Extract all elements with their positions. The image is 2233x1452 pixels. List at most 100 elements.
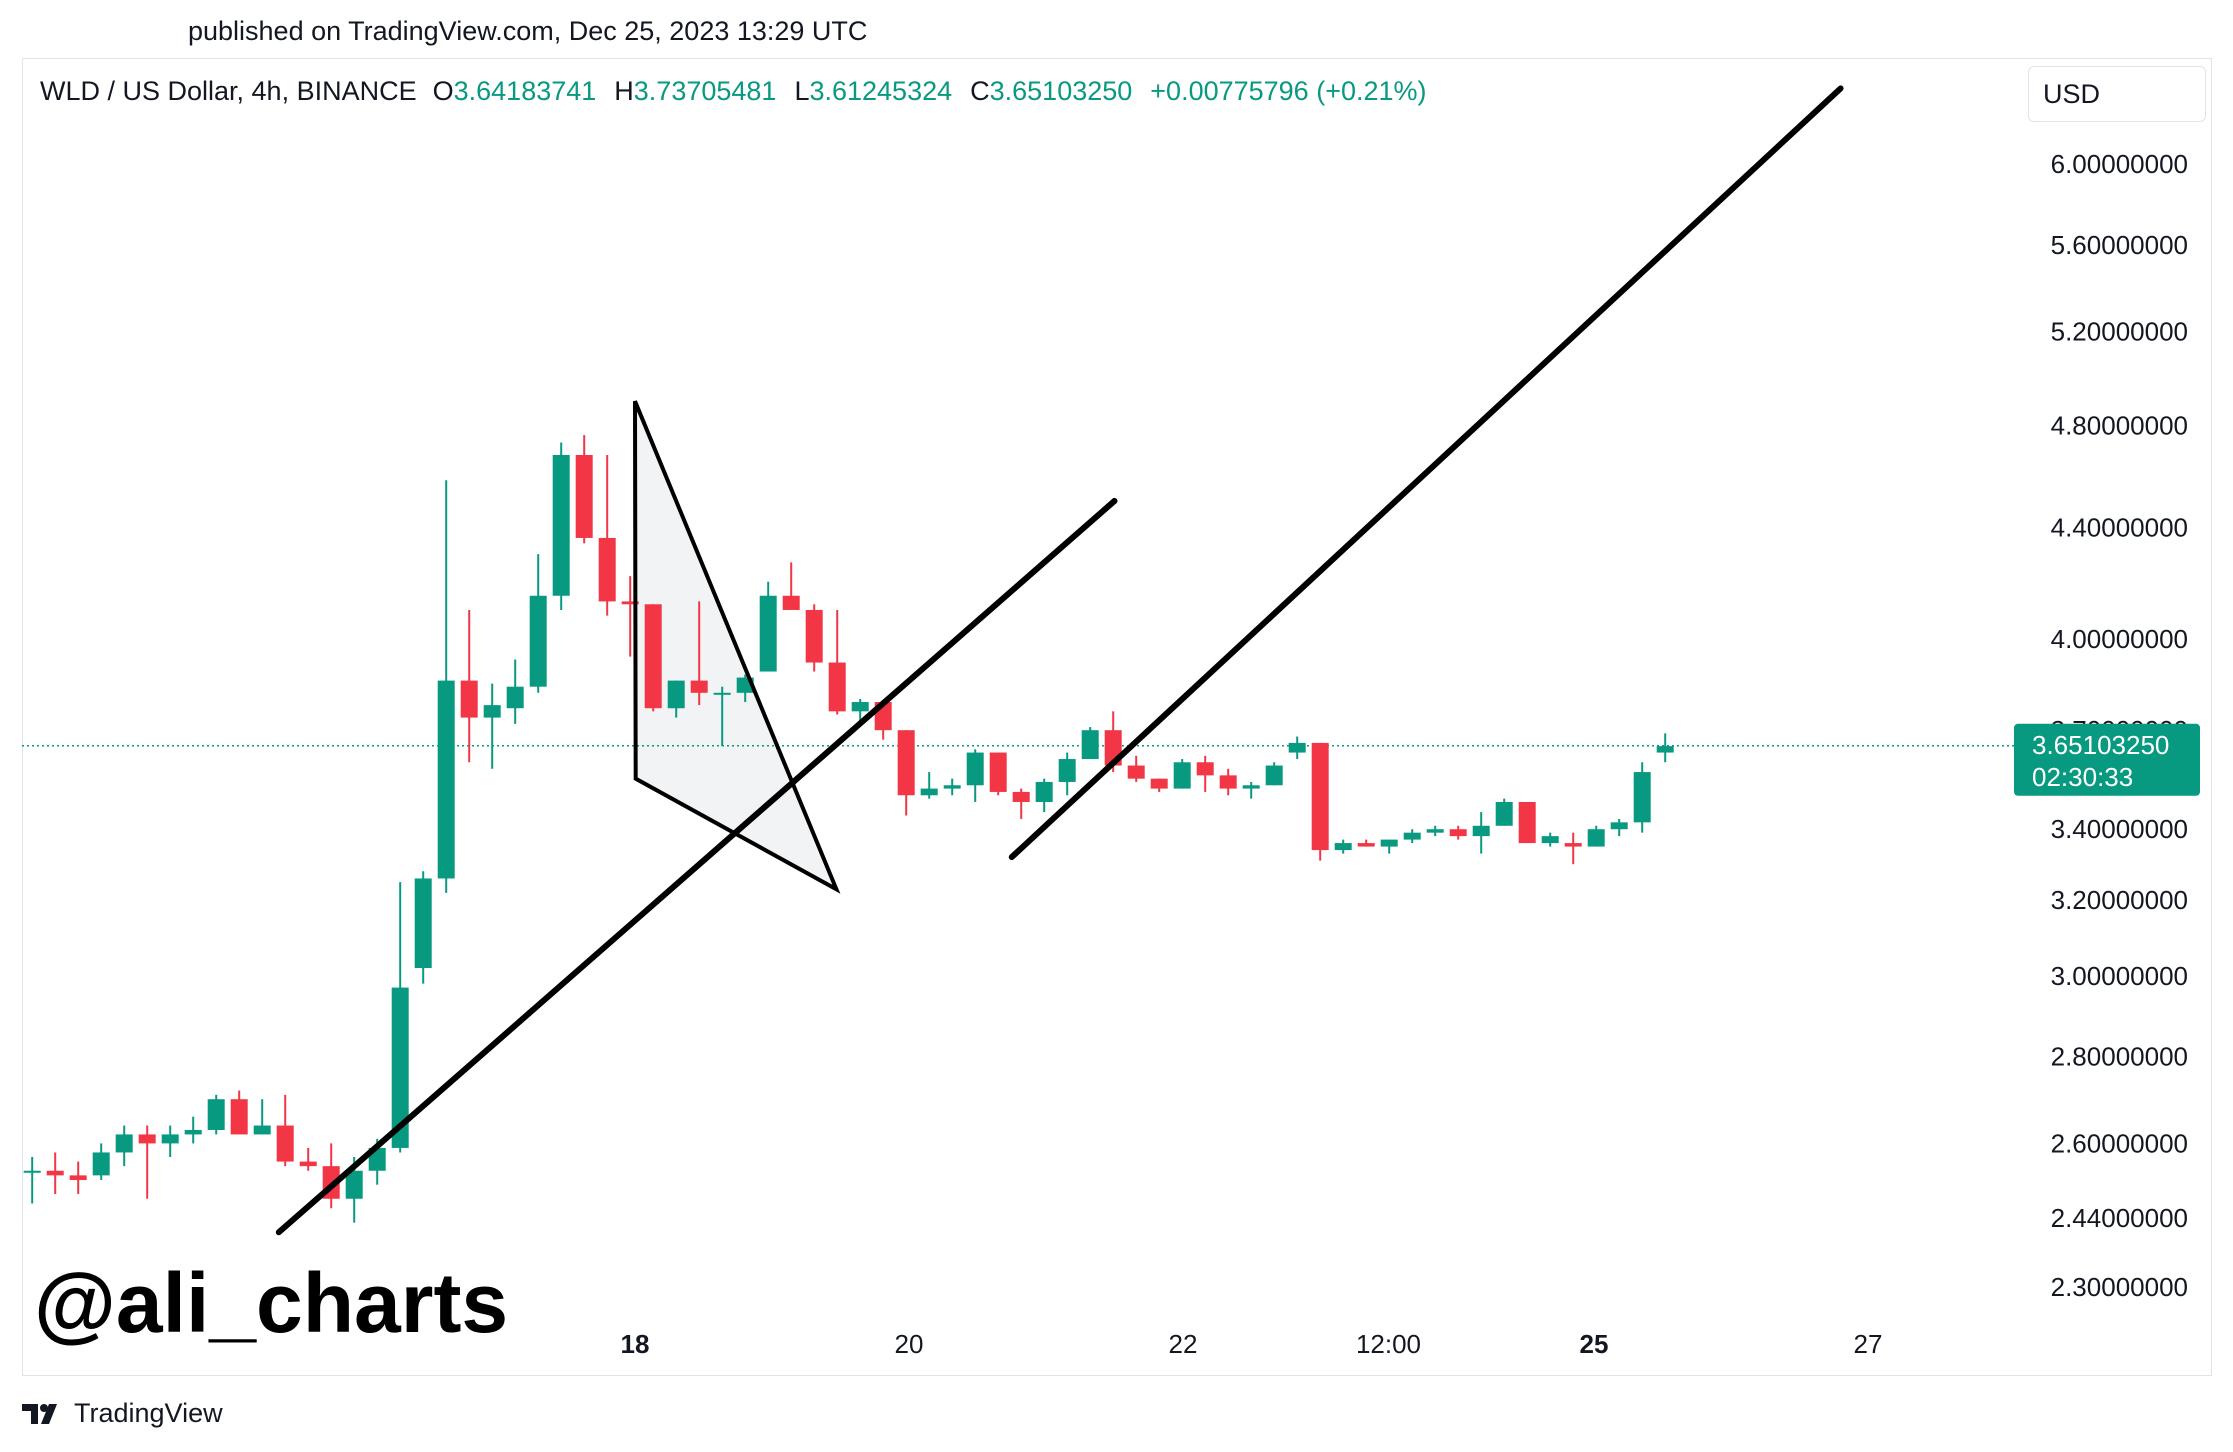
candle-body bbox=[1127, 765, 1145, 779]
tradingview-logo-icon bbox=[22, 1403, 57, 1424]
trend-line bbox=[1008, 85, 1844, 861]
y-tick-label: 3.40000000 bbox=[2051, 814, 2188, 844]
candle bbox=[1449, 825, 1467, 840]
candle bbox=[1495, 798, 1513, 826]
candle-body bbox=[1541, 836, 1559, 844]
candle bbox=[414, 871, 432, 984]
candle bbox=[690, 601, 708, 706]
candle-body bbox=[1564, 843, 1582, 847]
candle-body bbox=[1150, 778, 1168, 789]
low-label: L bbox=[794, 76, 810, 106]
y-tick-label: 4.00000000 bbox=[2051, 624, 2188, 654]
candle bbox=[989, 752, 1007, 796]
candle-body bbox=[506, 686, 524, 709]
candle bbox=[437, 480, 455, 893]
candle bbox=[1127, 755, 1145, 782]
candle bbox=[782, 562, 800, 610]
candle-body bbox=[529, 595, 547, 687]
candle-body bbox=[437, 680, 455, 879]
x-tick-label: 22 bbox=[1169, 1329, 1198, 1359]
candle bbox=[552, 442, 570, 610]
price-axis[interactable]: 6.00000000 5.60000000 5.20000000 4.80000000… bbox=[2051, 149, 2188, 1302]
high-value: 3.73705481 bbox=[633, 76, 777, 106]
change-value: +0.00775796 (+0.21%) bbox=[1150, 76, 1427, 106]
candle bbox=[644, 604, 662, 712]
candle-body bbox=[1587, 829, 1605, 847]
candle-body bbox=[391, 987, 409, 1148]
candle-body bbox=[1219, 775, 1237, 789]
close-label: C bbox=[970, 76, 990, 106]
candle-body bbox=[1518, 801, 1536, 844]
candle bbox=[1012, 788, 1030, 819]
close-value: 3.65103250 bbox=[989, 76, 1133, 106]
x-tick-label: 18 bbox=[621, 1329, 650, 1359]
candle bbox=[1587, 825, 1605, 847]
y-tick-label: 4.40000000 bbox=[2051, 512, 2188, 542]
candle bbox=[1288, 736, 1306, 760]
candle bbox=[506, 659, 524, 724]
candle-body bbox=[851, 702, 869, 712]
tradingview-brand[interactable]: TradingView bbox=[22, 1398, 223, 1429]
candle-body bbox=[552, 454, 570, 596]
candle-body bbox=[575, 454, 593, 538]
open-value: 3.64183741 bbox=[453, 76, 597, 106]
candle-body bbox=[1633, 772, 1651, 823]
candle-body bbox=[1265, 765, 1283, 786]
candle-body bbox=[138, 1134, 156, 1144]
candle bbox=[575, 435, 593, 544]
candle-body bbox=[621, 601, 639, 605]
candle bbox=[1380, 839, 1398, 854]
candle-body bbox=[1656, 746, 1674, 753]
candle bbox=[943, 778, 961, 796]
candle-body bbox=[460, 680, 478, 718]
candle bbox=[299, 1147, 317, 1171]
low-value: 3.61245324 bbox=[809, 76, 953, 106]
candle-body bbox=[92, 1152, 110, 1176]
brand-name: TradingView bbox=[74, 1398, 223, 1428]
last-price-box bbox=[2014, 723, 2200, 796]
time-axis[interactable]: 18 20 22 12:00 25 27 bbox=[621, 1329, 1883, 1359]
y-tick-label: 2.30000000 bbox=[2051, 1272, 2188, 1302]
candle bbox=[92, 1143, 110, 1181]
candle-body bbox=[713, 692, 731, 695]
candle-body bbox=[1311, 742, 1329, 851]
candle bbox=[391, 882, 409, 1153]
candle bbox=[1265, 762, 1283, 786]
y-tick-label: 3.20000000 bbox=[2051, 885, 2188, 915]
candle bbox=[184, 1116, 202, 1144]
y-tick-label: 4.80000000 bbox=[2051, 410, 2188, 440]
candle bbox=[966, 749, 984, 802]
candle bbox=[897, 730, 915, 816]
candle bbox=[69, 1161, 87, 1195]
candle-body bbox=[276, 1125, 294, 1162]
x-tick-label: 12:00 bbox=[1356, 1329, 1421, 1359]
candle-body bbox=[1472, 825, 1490, 837]
y-tick-label: 5.20000000 bbox=[2051, 317, 2188, 347]
candle-body bbox=[1242, 785, 1260, 789]
candle-body bbox=[1357, 843, 1375, 847]
candle-body bbox=[1334, 843, 1352, 851]
candle bbox=[851, 698, 869, 721]
y-tick-label: 2.44000000 bbox=[2051, 1203, 2188, 1233]
y-tick-label: 6.00000000 bbox=[2051, 149, 2188, 179]
candle bbox=[1334, 839, 1352, 854]
candle bbox=[1173, 759, 1191, 789]
candle bbox=[1656, 733, 1674, 763]
candle bbox=[1081, 727, 1099, 760]
candle bbox=[138, 1125, 156, 1199]
last-price-label: 3.65103250 02:30:33 bbox=[2014, 723, 2200, 796]
candle bbox=[1564, 832, 1582, 865]
candle-body bbox=[161, 1134, 179, 1144]
symbol-title[interactable]: WLD / US Dollar, 4h, BINANCE bbox=[40, 76, 417, 106]
candle bbox=[1357, 839, 1375, 847]
candle-layer bbox=[23, 435, 1674, 1223]
candle-body bbox=[253, 1125, 271, 1135]
currency-button[interactable]: USD bbox=[2028, 66, 2206, 122]
candle-body bbox=[759, 595, 777, 672]
candle-body bbox=[115, 1134, 133, 1153]
candle bbox=[1633, 762, 1651, 833]
candle bbox=[828, 609, 846, 715]
candle-body bbox=[207, 1099, 225, 1130]
y-tick-label: 2.80000000 bbox=[2051, 1042, 2188, 1072]
